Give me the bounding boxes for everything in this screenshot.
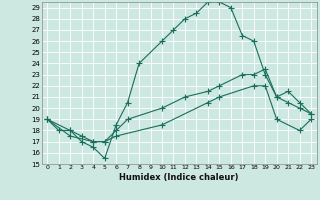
X-axis label: Humidex (Indice chaleur): Humidex (Indice chaleur) — [119, 173, 239, 182]
